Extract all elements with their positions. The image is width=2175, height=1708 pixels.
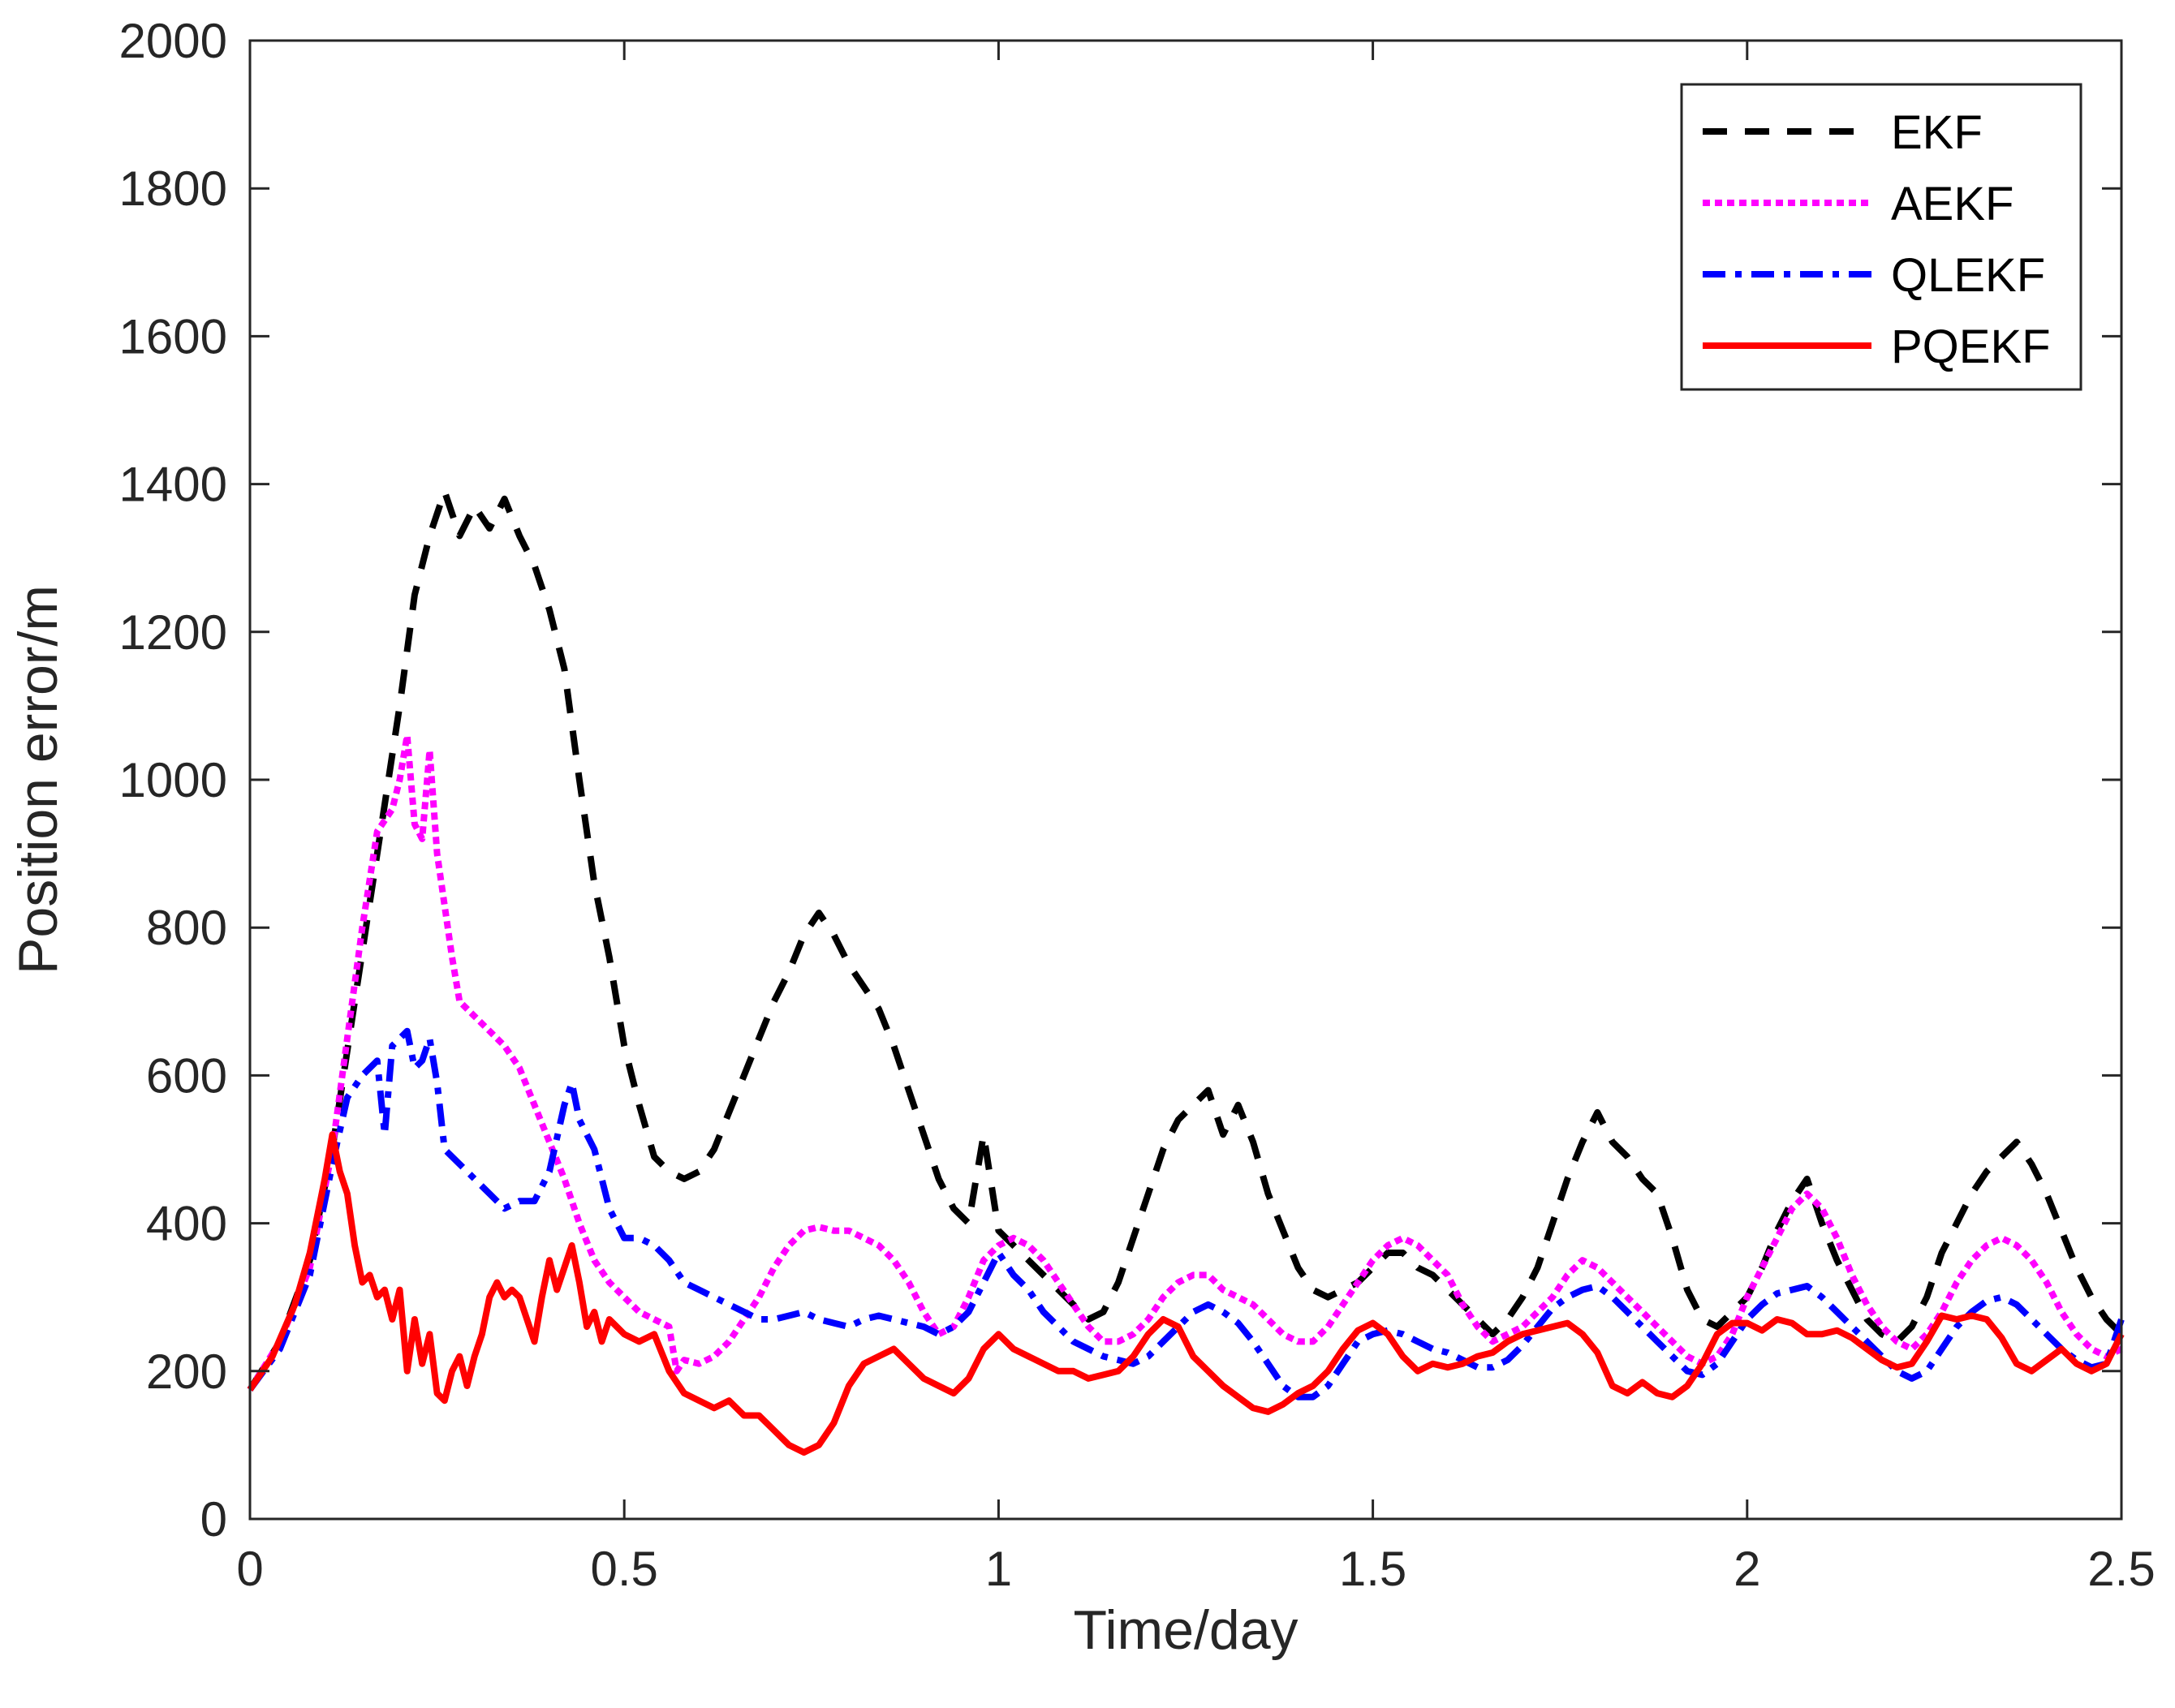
y-tick-label: 1000 xyxy=(119,753,227,807)
y-tick-label: 600 xyxy=(146,1048,227,1103)
y-tick-label: 1400 xyxy=(119,458,227,512)
series-line-pqekf xyxy=(247,1131,2125,1456)
y-tick-label: 800 xyxy=(146,901,227,955)
legend-box xyxy=(1680,83,2082,391)
y-tick-label: 0 xyxy=(200,1492,227,1547)
series-line-ekf xyxy=(247,488,2124,1392)
y-axis-label: Position error/m xyxy=(7,585,69,974)
y-tick-label: 1200 xyxy=(119,605,227,660)
plot-lines xyxy=(247,488,2125,1456)
x-tick-label: 2 xyxy=(1734,1542,1760,1596)
legend-label-ekf: EKF xyxy=(1891,106,1983,159)
x-tick-label: 0.5 xyxy=(590,1542,657,1596)
y-tick-label: 200 xyxy=(146,1344,227,1399)
y-tick-label: 1600 xyxy=(119,309,227,364)
legend-label-aekf: AEKF xyxy=(1891,178,2014,230)
y-tick-label: 2000 xyxy=(119,14,227,68)
y-tick-label: 400 xyxy=(146,1197,227,1251)
series-line-aekf xyxy=(247,732,2123,1392)
y-tick-label: 1800 xyxy=(119,161,227,216)
legend: EKF AEKF QLEKF PQEKF xyxy=(1680,83,2082,391)
x-axis-label: Time/day xyxy=(1073,1599,1298,1661)
x-tick-label: 1.5 xyxy=(1339,1542,1406,1596)
x-tick-label: 0 xyxy=(236,1542,263,1596)
x-tick-label: 1 xyxy=(985,1542,1012,1596)
x-axis: 0 0.5 1 1.5 2 2.5 xyxy=(236,41,2156,1596)
x-tick-label: 2.5 xyxy=(2087,1542,2155,1596)
legend-label-qlekf: QLEKF xyxy=(1891,249,2045,302)
legend-label-pqekf: PQEKF xyxy=(1891,321,2051,373)
y-axis: 0 200 400 600 800 1000 1200 1400 1600 1800 2000 xyxy=(119,14,2121,1547)
series-line-qlekf xyxy=(247,1027,2125,1400)
